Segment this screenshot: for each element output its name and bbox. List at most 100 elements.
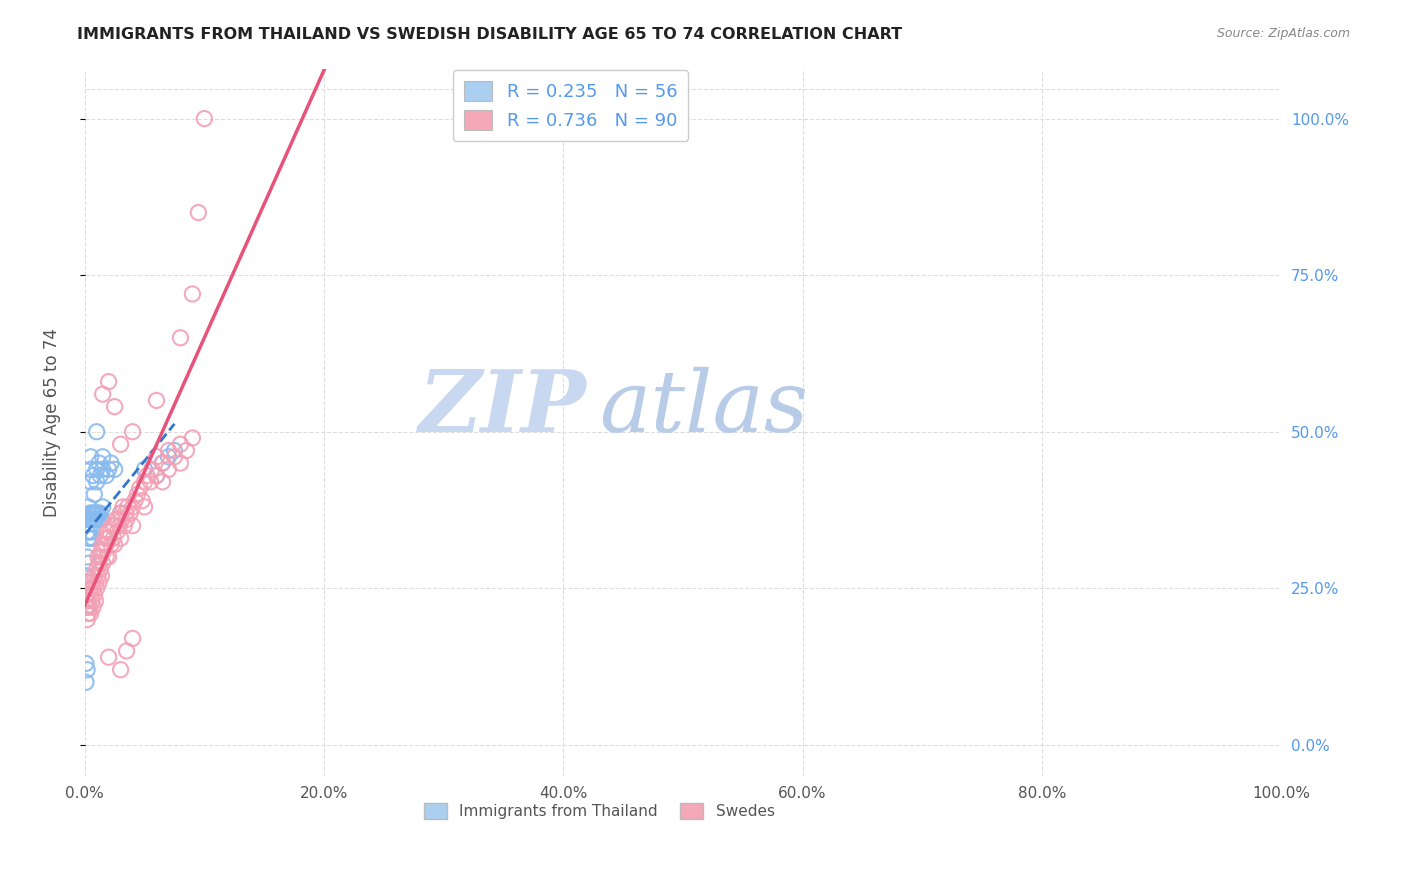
- Point: [139, 475, 162, 489]
- Y-axis label: Disability Age 65 to 74: Disability Age 65 to 74: [44, 328, 60, 516]
- Point: [91, 500, 114, 514]
- Point: [76, 524, 98, 539]
- Text: Source: ZipAtlas.com: Source: ZipAtlas.com: [1216, 27, 1350, 40]
- Point: [110, 531, 132, 545]
- Point: [181, 287, 204, 301]
- Point: [89, 468, 111, 483]
- Point: [104, 512, 127, 526]
- Point: [94, 531, 117, 545]
- Point: [96, 468, 118, 483]
- Point: [75, 594, 97, 608]
- Point: [169, 331, 191, 345]
- Point: [107, 512, 129, 526]
- Point: [83, 487, 105, 501]
- Point: [91, 387, 114, 401]
- Point: [87, 506, 110, 520]
- Point: [77, 512, 100, 526]
- Point: [76, 663, 98, 677]
- Point: [134, 500, 156, 514]
- Point: [86, 475, 108, 489]
- Point: [97, 375, 120, 389]
- Point: [75, 657, 97, 671]
- Point: [103, 531, 125, 545]
- Text: ZIP: ZIP: [419, 367, 588, 450]
- Point: [80, 524, 103, 539]
- Point: [77, 556, 100, 570]
- Point: [96, 524, 118, 539]
- Point: [80, 594, 103, 608]
- Point: [169, 456, 191, 470]
- Point: [80, 475, 103, 489]
- Point: [97, 531, 120, 545]
- Point: [145, 450, 167, 464]
- Point: [82, 506, 104, 520]
- Point: [91, 450, 114, 464]
- Point: [115, 644, 138, 658]
- Point: [110, 506, 132, 520]
- Point: [163, 443, 186, 458]
- Point: [87, 456, 110, 470]
- Text: atlas: atlas: [599, 367, 808, 450]
- Point: [115, 512, 138, 526]
- Point: [145, 393, 167, 408]
- Point: [100, 537, 122, 551]
- Point: [97, 650, 120, 665]
- Legend: Immigrants from Thailand, Swedes: Immigrants from Thailand, Swedes: [418, 797, 780, 825]
- Point: [91, 556, 114, 570]
- Point: [82, 582, 104, 596]
- Point: [114, 506, 136, 520]
- Point: [98, 524, 121, 539]
- Point: [128, 481, 150, 495]
- Point: [110, 663, 132, 677]
- Point: [112, 518, 135, 533]
- Point: [89, 562, 111, 576]
- Point: [110, 437, 132, 451]
- Point: [131, 493, 153, 508]
- Point: [80, 588, 103, 602]
- Point: [127, 487, 149, 501]
- Point: [145, 468, 167, 483]
- Point: [80, 607, 103, 621]
- Point: [83, 506, 105, 520]
- Point: [111, 500, 134, 514]
- Point: [82, 512, 104, 526]
- Point: [120, 506, 142, 520]
- Point: [86, 512, 108, 526]
- Point: [193, 112, 215, 126]
- Point: [76, 588, 98, 602]
- Point: [90, 543, 112, 558]
- Point: [157, 462, 180, 476]
- Point: [84, 512, 107, 526]
- Point: [176, 443, 198, 458]
- Point: [141, 462, 163, 476]
- Point: [110, 506, 132, 520]
- Point: [77, 607, 100, 621]
- Point: [108, 518, 131, 533]
- Point: [80, 462, 103, 476]
- Point: [93, 543, 115, 558]
- Point: [77, 531, 100, 545]
- Point: [87, 556, 110, 570]
- Point: [100, 456, 122, 470]
- Point: [82, 531, 104, 545]
- Point: [76, 549, 98, 564]
- Point: [136, 468, 159, 483]
- Point: [187, 205, 209, 219]
- Point: [145, 468, 167, 483]
- Point: [121, 632, 143, 646]
- Point: [90, 512, 112, 526]
- Point: [134, 475, 156, 489]
- Point: [86, 582, 108, 596]
- Point: [75, 568, 97, 582]
- Point: [80, 575, 103, 590]
- Point: [76, 600, 98, 615]
- Point: [83, 588, 105, 602]
- Point: [96, 549, 118, 564]
- Point: [91, 537, 114, 551]
- Point: [111, 512, 134, 526]
- Point: [80, 531, 103, 545]
- Point: [84, 575, 107, 590]
- Point: [77, 500, 100, 514]
- Point: [80, 512, 103, 526]
- Point: [89, 506, 111, 520]
